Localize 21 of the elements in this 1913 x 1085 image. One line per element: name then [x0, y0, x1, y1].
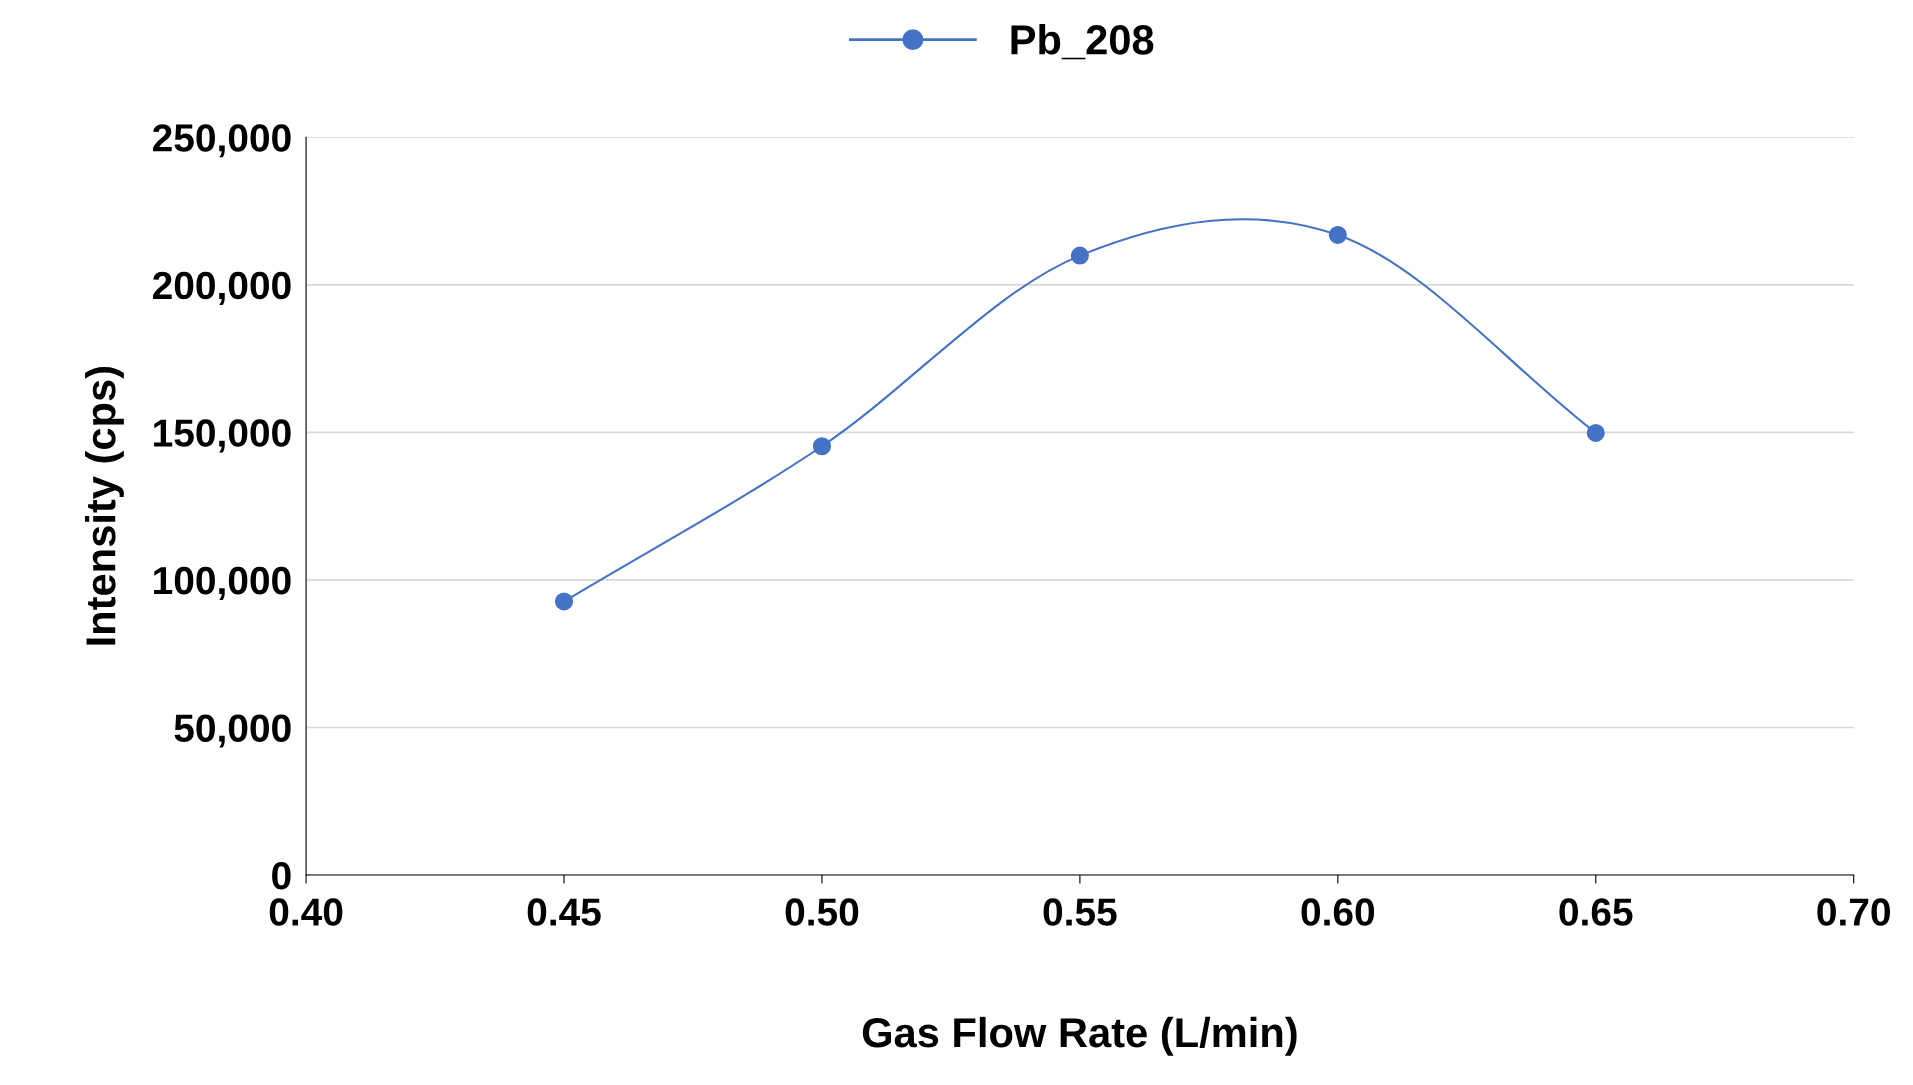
point	[1328, 225, 1347, 244]
x-tick-label: 0.45	[527, 898, 601, 926]
x-tick-label: 0.50	[785, 898, 859, 926]
x-tick-label: 0.55	[1043, 898, 1117, 926]
y-tick-label: 0	[272, 861, 291, 890]
y-tick-label: 100,000	[154, 566, 291, 601]
legend-label: Pb_208	[1011, 24, 1154, 60]
point	[812, 437, 831, 456]
x-axis-title: Gas Flow Rate (L/min)	[862, 1016, 1297, 1056]
y-tick-label: 50,000	[174, 714, 291, 748]
x-tick-label: 0.70	[1817, 898, 1890, 926]
x-tick-label: 0.65	[1559, 898, 1633, 926]
y-tick-label: 200,000	[152, 271, 291, 305]
y-axis-title: Intensity (cps)	[85, 366, 124, 645]
y-tick-label: 150,000	[154, 419, 291, 453]
point	[554, 592, 574, 611]
y-tick-label: 250,000	[152, 124, 291, 158]
point	[1070, 246, 1089, 265]
x-tick-label: 0.60	[1301, 898, 1375, 926]
x-tick-label: 0.40	[269, 898, 343, 926]
point	[1586, 423, 1605, 442]
